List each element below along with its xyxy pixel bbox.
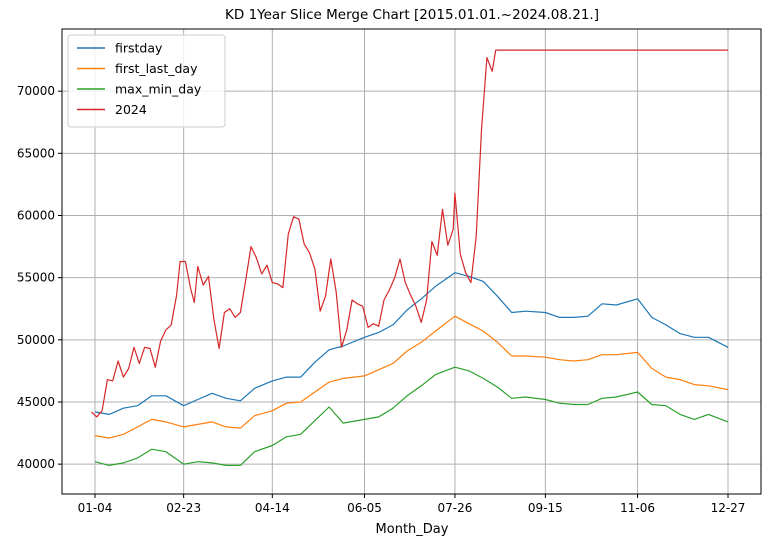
- series-line-max-min-day: [94, 366, 729, 466]
- y-tick-label: 40000: [17, 457, 55, 471]
- series-layer: [91, 49, 729, 466]
- legend-label: 2024: [115, 102, 147, 117]
- series-line-firstday: [94, 272, 729, 415]
- x-tick-label: 12-27: [711, 501, 746, 515]
- x-tick-label: 06-05: [347, 501, 382, 515]
- series-line-first-last-day: [94, 315, 729, 439]
- y-tick-label: 60000: [17, 208, 55, 222]
- y-tick-label: 55000: [17, 271, 55, 285]
- x-axis-label: Month_Day: [376, 522, 449, 537]
- legend: firstday first_last_day max_min_day 2024: [67, 34, 226, 128]
- y-tick-label: 65000: [17, 146, 55, 160]
- legend-label: max_min_day: [115, 82, 202, 97]
- plot-frame: [61, 28, 762, 495]
- x-tick-label: 11-06: [620, 501, 655, 515]
- y-tick-label: 50000: [17, 333, 55, 347]
- legend-box: [67, 34, 226, 128]
- x-tick-label: 07-26: [438, 501, 473, 515]
- legend-label: first_last_day: [115, 61, 198, 76]
- legend-label: firstday: [115, 41, 163, 56]
- series-line-2024: [91, 49, 728, 418]
- tick-layer: 01-04 02-23 04-14 06-05 07-26 09-15 11-06 12-27…: [17, 84, 746, 515]
- x-tick-label: 01-04: [78, 501, 113, 515]
- x-tick-label: 04-14: [255, 501, 290, 515]
- y-tick-label: 70000: [17, 84, 55, 98]
- y-tick-label: 45000: [17, 395, 55, 409]
- x-tick-label: 02-23: [166, 501, 201, 515]
- x-tick-label: 09-15: [528, 501, 563, 515]
- chart-title: KD 1Year Slice Merge Chart [2015.01.01.~…: [225, 7, 599, 23]
